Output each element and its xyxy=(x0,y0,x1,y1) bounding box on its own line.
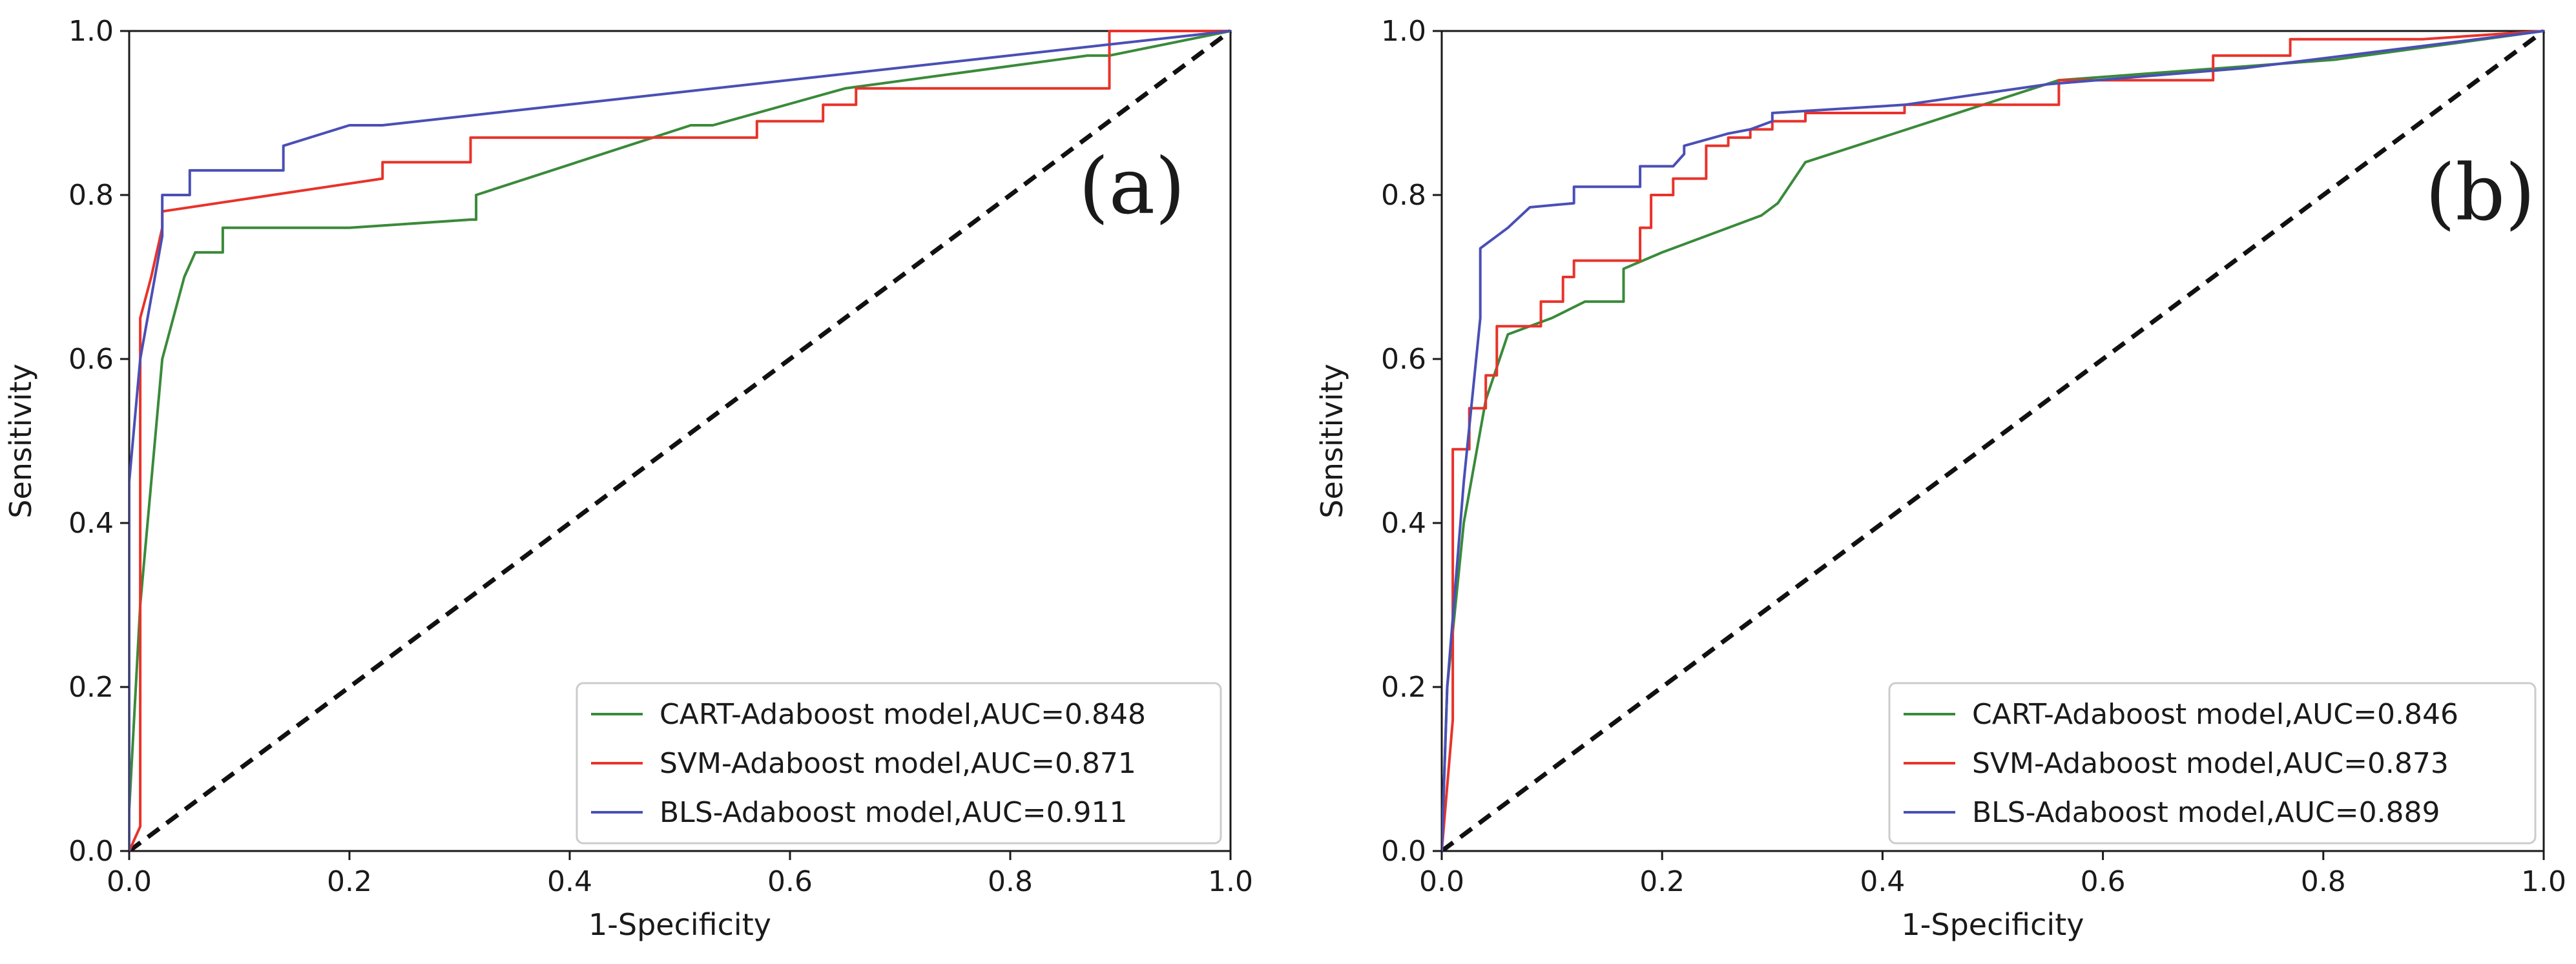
roc-panel-a: 0.0 0.2 0.4 0.6 0.8 1.0 0.0 0.2 0.4 0.6 0.8 1.0 1-Sp… xyxy=(3,15,1253,942)
y-axis-label: Sensitivity xyxy=(3,364,38,518)
y-tick-label: 0.8 xyxy=(68,179,114,212)
x-tick-label: 0.0 xyxy=(107,865,152,898)
legend-entry-label: BLS-Adaboost model,AUC=0.911 xyxy=(660,796,1128,829)
x-tick-label: 1.0 xyxy=(1208,865,1253,898)
x-axis-label: 1-Specificity xyxy=(588,907,771,942)
legend-entry-label: SVM-Adaboost model,AUC=0.871 xyxy=(660,747,1136,780)
y-axis-label: Sensitivity xyxy=(1314,364,1349,518)
y-tick-label: 0.0 xyxy=(1381,835,1426,868)
x-tick-label: 0.6 xyxy=(2081,865,2126,898)
legend: CART-Adaboost model,AUC=0.846 SVM-Adaboos… xyxy=(1888,682,2537,845)
roc-curve-cart xyxy=(1442,30,2544,851)
chance-diagonal-line xyxy=(129,29,1232,851)
chance-diagonal-line xyxy=(1442,29,2546,851)
x-tick-label: 0.2 xyxy=(1639,865,1685,898)
roc-panel-b: 0.0 0.2 0.4 0.6 0.8 1.0 0.0 0.2 0.4 0.6 0.8 1.0 1-Sp… xyxy=(1314,15,2566,942)
roc-curve-bls xyxy=(129,30,1231,851)
roc-curve-bls xyxy=(1442,30,2544,851)
roc-curve-svm xyxy=(1442,30,2544,851)
y-tick-label: 0.2 xyxy=(68,671,114,704)
x-tick-label: 0.4 xyxy=(547,865,592,898)
x-tick-label: 0.8 xyxy=(2301,865,2346,898)
legend-entry-label: SVM-Adaboost model,AUC=0.873 xyxy=(1972,747,2449,780)
y-tick-label: 0.2 xyxy=(1381,671,1426,704)
x-tick-label: 0.4 xyxy=(1860,865,1905,898)
y-tick-label: 0.8 xyxy=(1381,179,1426,212)
x-tick-label: 1.0 xyxy=(2521,865,2566,898)
y-tick-label: 1.0 xyxy=(68,15,114,48)
y-tick-label: 0.4 xyxy=(68,507,114,540)
panel-label: (a) xyxy=(1079,142,1185,232)
x-tick-label: 0.8 xyxy=(988,865,1033,898)
x-tick-label: 0.2 xyxy=(327,865,372,898)
legend-box xyxy=(1888,682,2537,845)
y-tick-label: 0.6 xyxy=(1381,343,1426,376)
y-tick-label: 0.4 xyxy=(1381,507,1426,540)
roc-curve-svm xyxy=(129,30,1231,851)
legend-entry-label: CART-Adaboost model,AUC=0.848 xyxy=(660,698,1146,731)
roc-curve-cart xyxy=(129,30,1231,851)
x-tick-label: 0.6 xyxy=(767,865,813,898)
y-tick-label: 1.0 xyxy=(1381,15,1426,48)
y-tick-label: 0.0 xyxy=(68,835,114,868)
x-tick-label: 0.0 xyxy=(1419,865,1464,898)
x-axis-label: 1-Specificity xyxy=(1902,907,2084,942)
legend-entry-label: CART-Adaboost model,AUC=0.846 xyxy=(1972,698,2458,731)
panel-label: (b) xyxy=(2425,149,2535,238)
legend-entry-label: BLS-Adaboost model,AUC=0.889 xyxy=(1972,796,2440,829)
legend: CART-Adaboost model,AUC=0.848 SVM-Adaboos… xyxy=(576,682,1222,845)
y-tick-label: 0.6 xyxy=(68,343,114,376)
legend-box xyxy=(576,682,1222,845)
